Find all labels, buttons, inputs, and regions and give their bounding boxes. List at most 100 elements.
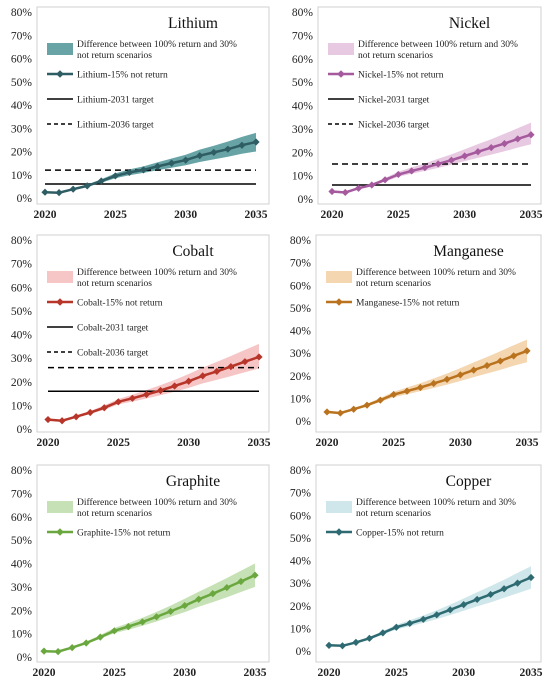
data-point <box>128 394 136 402</box>
data-point <box>419 615 427 623</box>
data-point <box>510 352 518 360</box>
data-point <box>68 644 76 652</box>
y-tick-label: 50% <box>11 306 33 318</box>
y-tick-label: 30% <box>11 123 33 135</box>
legend-label-target: Lithium-2036 target <box>77 121 154 131</box>
data-point <box>213 367 221 375</box>
y-tick-label: 80% <box>290 235 312 247</box>
series-line <box>326 349 528 415</box>
data-point <box>527 131 535 139</box>
x-tick-label: 2020 <box>318 667 341 679</box>
data-point <box>181 601 189 610</box>
data-point <box>82 639 90 647</box>
data-point <box>182 156 190 164</box>
data-point <box>83 182 91 190</box>
y-tick-label: 80% <box>290 465 312 477</box>
x-tick-label: 2035 <box>520 209 543 221</box>
data-point <box>328 187 336 196</box>
y-tick-label: 80% <box>11 235 33 247</box>
data-point <box>381 176 389 184</box>
y-tick-label: 10% <box>290 393 312 405</box>
data-point <box>500 140 509 148</box>
legend-label-series: Lithium-15% not return <box>77 71 168 81</box>
series-line <box>328 576 532 648</box>
legend-label-target: Lithium-2031 target <box>77 96 154 106</box>
legend-label-band: Difference between 100% return and 30% <box>358 39 518 50</box>
legend-swatch-band <box>47 271 73 283</box>
legend-swatch-band <box>47 501 73 513</box>
data-point <box>96 633 104 641</box>
data-point <box>446 606 454 614</box>
data-point <box>41 188 49 196</box>
legend-label-band: Difference between 100% return and 30% <box>77 497 237 508</box>
data-point <box>153 162 162 170</box>
y-tick-label: 60% <box>292 54 314 66</box>
series-line <box>331 133 532 194</box>
data-point <box>40 647 48 655</box>
x-tick-label: 2025 <box>104 209 127 221</box>
data-point <box>97 177 105 185</box>
data-point <box>138 618 147 626</box>
y-tick-label: 20% <box>11 605 33 617</box>
data-point <box>185 377 193 385</box>
data-point <box>86 408 94 417</box>
x-tick-label: 2025 <box>382 437 405 449</box>
plot-frame <box>36 234 270 433</box>
y-tick-label: 0% <box>17 193 33 205</box>
data-point <box>447 156 455 164</box>
data-point <box>460 601 468 609</box>
data-point <box>433 611 441 619</box>
y-tick-label: 10% <box>11 170 33 182</box>
y-tick-label: 30% <box>11 582 33 594</box>
plot-frame <box>315 464 542 663</box>
data-point <box>483 361 491 370</box>
chart-title: Nickel <box>449 15 490 32</box>
uncertainty-band <box>329 566 531 646</box>
x-tick-label: 2035 <box>244 667 267 679</box>
chart-title: Graphite <box>166 473 220 490</box>
data-point <box>392 623 400 631</box>
y-tick-label: 40% <box>290 556 312 568</box>
data-point <box>199 372 207 380</box>
x-tick-label: 2025 <box>107 437 130 449</box>
y-tick-label: 40% <box>11 559 33 571</box>
data-point <box>156 386 165 395</box>
data-point <box>110 627 118 635</box>
data-point <box>323 408 331 416</box>
legend-label-series: Graphite-15% not return <box>77 529 171 539</box>
x-tick-label: 2035 <box>245 209 268 221</box>
y-tick-label: 80% <box>292 7 314 19</box>
chart-panel-copper: 0% 10% 20% 30% 40% 50% 60% 70% 80% 2020 2025 2030 20… <box>290 464 543 679</box>
chart-title: Cobalt <box>172 243 214 260</box>
chart-title: Lithium <box>168 15 218 32</box>
data-point <box>252 138 260 146</box>
y-tick-label: 40% <box>11 330 33 342</box>
chart-panel-nickel: 0% 10% 20% 30% 40% 50% 60% 70% 80% 2020 2025 2030 20… <box>292 6 543 221</box>
data-point <box>527 573 535 582</box>
data-point <box>363 401 371 409</box>
data-point <box>336 409 344 417</box>
legend-label-band: not return scenarios <box>358 51 433 61</box>
data-point <box>487 590 495 599</box>
chart-panel-lithium: 0% 10% 20% 30% 40% 50% 60% 70% 80% 2020 2025 2030 20… <box>11 6 270 221</box>
data-point <box>125 168 133 177</box>
plot-frame <box>317 6 542 205</box>
data-point <box>168 159 176 167</box>
series-line <box>43 574 256 653</box>
legend-label-target: Nickel-2036 target <box>358 121 430 131</box>
x-tick-label: 2030 <box>173 667 196 679</box>
data-point <box>338 642 347 650</box>
y-tick-label: 50% <box>11 77 33 89</box>
x-tick-label: 2030 <box>453 209 476 221</box>
data-point <box>376 396 384 404</box>
x-tick-label: 2030 <box>449 437 472 449</box>
y-tick-label: 70% <box>292 30 314 42</box>
data-point <box>238 141 246 149</box>
data-point <box>434 160 442 168</box>
y-tick-label: 20% <box>11 377 33 389</box>
data-point <box>100 404 108 412</box>
data-point <box>241 358 249 366</box>
y-tick-label: 70% <box>290 258 312 270</box>
y-tick-label: 70% <box>290 488 312 500</box>
y-tick-label: 50% <box>292 77 314 89</box>
